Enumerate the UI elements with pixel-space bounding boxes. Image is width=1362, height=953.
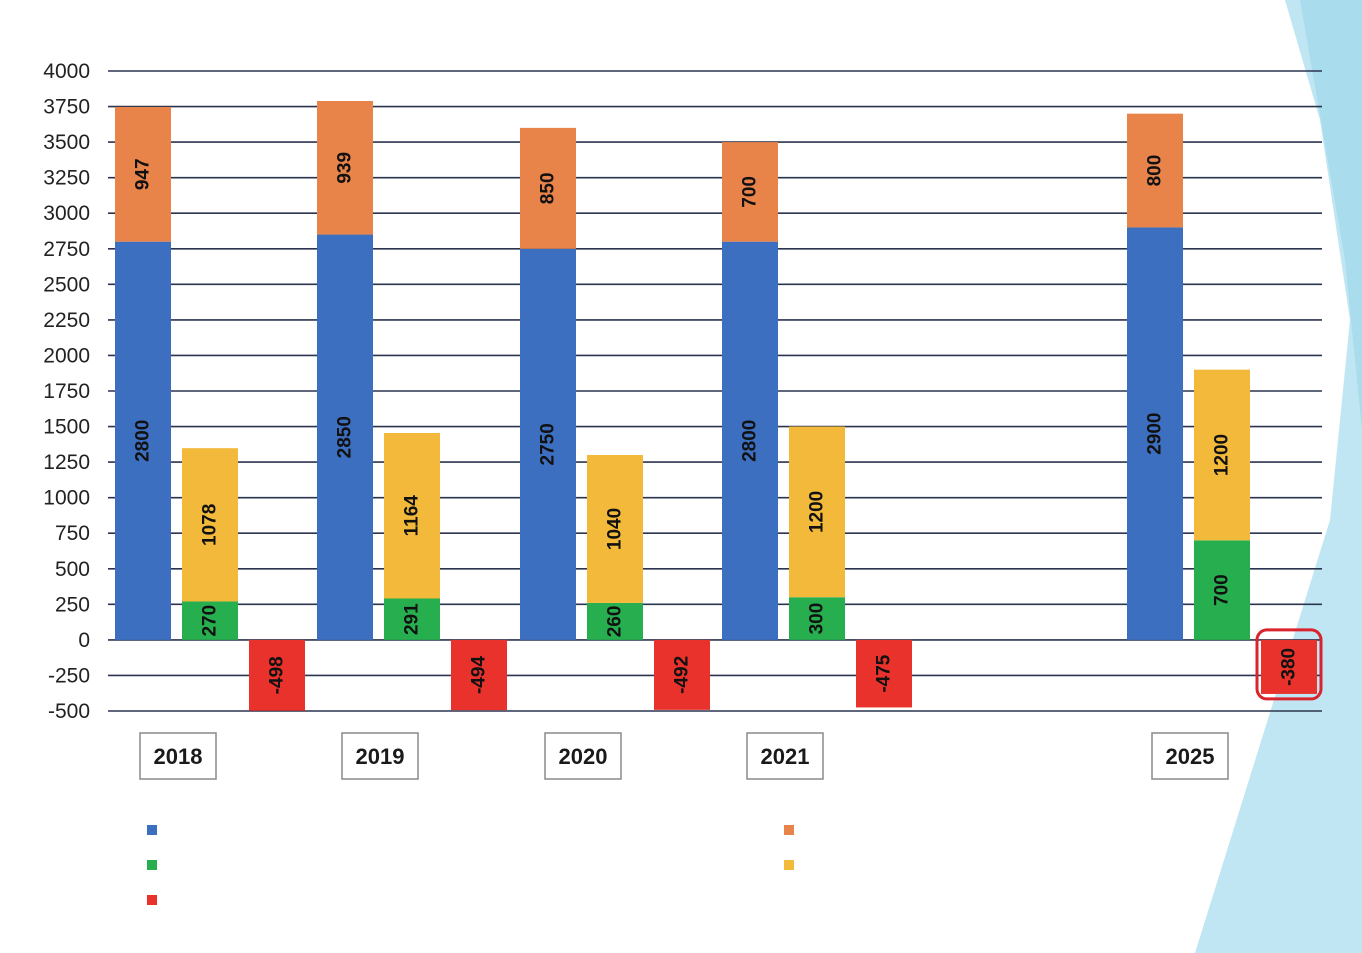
bar-data-label: 1200	[1212, 434, 1233, 476]
bar-segment	[384, 598, 440, 640]
y-tick-label: 2750	[43, 238, 90, 261]
y-tick-label: 750	[55, 522, 90, 545]
bar-segment	[1194, 540, 1250, 640]
y-tick-label: 1500	[43, 416, 90, 439]
legend-swatch	[784, 825, 794, 835]
x-tick-label: 2021	[761, 744, 810, 769]
bar-data-label: 1200	[807, 491, 828, 533]
bar-segment	[182, 448, 238, 602]
bar-data-label: 1078	[200, 504, 221, 546]
y-tick-label: -500	[48, 700, 90, 723]
bar-segment	[856, 639, 912, 708]
bar-segment	[1261, 639, 1317, 694]
bar-segment	[654, 639, 710, 710]
background-accent-shape	[1195, 0, 1362, 953]
legend-swatch	[147, 895, 157, 905]
bar-data-label: 700	[740, 176, 761, 208]
x-tick-label: 2025	[1166, 744, 1215, 769]
bar-segment	[115, 106, 171, 242]
bar-data-label: 291	[402, 603, 423, 635]
y-tick-label: 3000	[43, 202, 90, 225]
bar-segment	[722, 241, 778, 640]
bar-data-label: -492	[672, 656, 693, 694]
y-tick-label: 3750	[43, 96, 90, 119]
y-tick-label: -250	[48, 664, 90, 687]
bar-segment	[789, 426, 845, 598]
y-tick-label: 1000	[43, 487, 90, 510]
y-tick-label: 1750	[43, 380, 90, 403]
y-tick-label: 2500	[43, 273, 90, 296]
x-tick-label: 2020	[559, 744, 608, 769]
bar-data-label: 939	[335, 152, 356, 184]
y-tick-label: 3500	[43, 131, 90, 154]
bar-segment	[1127, 113, 1183, 228]
y-tick-label: 1250	[43, 451, 90, 474]
bar-segment	[317, 234, 373, 640]
bar-data-label: 270	[200, 605, 221, 637]
background-accent-shape-2	[1300, 0, 1362, 430]
y-axis-ticks: 4000375035003250300027502500225020001750…	[43, 60, 90, 723]
x-tick-label: 2018	[154, 744, 203, 769]
y-tick-label: 2250	[43, 309, 90, 332]
bar-segment	[1127, 227, 1183, 640]
legend	[147, 825, 794, 905]
x-tick-box	[544, 732, 622, 780]
bar-segment	[587, 602, 643, 640]
bar-segment	[789, 597, 845, 640]
bar-data-label: -498	[267, 656, 288, 694]
bar-segment	[384, 432, 440, 599]
bar-data-label: 2900	[1145, 413, 1166, 455]
highlight-ring	[1255, 628, 1323, 701]
y-tick-label: 3250	[43, 167, 90, 190]
bar-segment	[722, 142, 778, 242]
legend-swatch	[784, 860, 794, 870]
bars: 2800 947 270 1078 -498 2850 939 291 1164 -494 2750…	[115, 101, 1323, 711]
bar-data-label: 2750	[538, 423, 559, 465]
bar-segment	[587, 455, 643, 603]
bar-data-label: -494	[469, 656, 490, 694]
bar-data-label: 1040	[605, 508, 626, 550]
y-tick-label: 250	[55, 593, 90, 616]
x-tick-box	[1151, 732, 1229, 780]
bar-segment	[520, 248, 576, 640]
bar-data-label: 700	[1212, 574, 1233, 606]
bar-segment	[451, 639, 507, 711]
bar-data-label: 2850	[335, 416, 356, 458]
bar-segment	[115, 241, 171, 640]
bar-data-label: 300	[807, 603, 828, 635]
bar-segment	[317, 101, 373, 235]
bar-data-label: 850	[538, 172, 559, 204]
bar-segment	[249, 639, 305, 711]
y-tick-label: 0	[78, 629, 90, 652]
x-tick-box	[139, 732, 217, 780]
bar-segment	[182, 601, 238, 640]
bar-data-label: 1164	[402, 495, 423, 537]
legend-swatch	[147, 860, 157, 870]
y-tick-label: 4000	[43, 60, 90, 83]
x-tick-box	[746, 732, 824, 780]
bar-data-label: 2800	[133, 420, 154, 462]
bar-data-label: 947	[133, 158, 154, 190]
legend-swatch	[147, 825, 157, 835]
x-axis-labels: 2018 2019 2020 2021 2025	[139, 732, 1229, 780]
bar-segment	[1194, 369, 1250, 541]
bar-data-label: 2800	[740, 420, 761, 462]
bar-data-label: 260	[605, 606, 626, 638]
grid-lines	[108, 70, 1322, 712]
y-tick-label: 500	[55, 558, 90, 581]
x-tick-box	[341, 732, 419, 780]
bar-data-label: -380	[1279, 648, 1300, 686]
bar-data-label: -475	[874, 654, 895, 692]
bar-segment	[520, 127, 576, 249]
bar-data-label: 800	[1145, 155, 1166, 187]
x-tick-label: 2019	[356, 744, 405, 769]
y-tick-label: 2000	[43, 344, 90, 367]
